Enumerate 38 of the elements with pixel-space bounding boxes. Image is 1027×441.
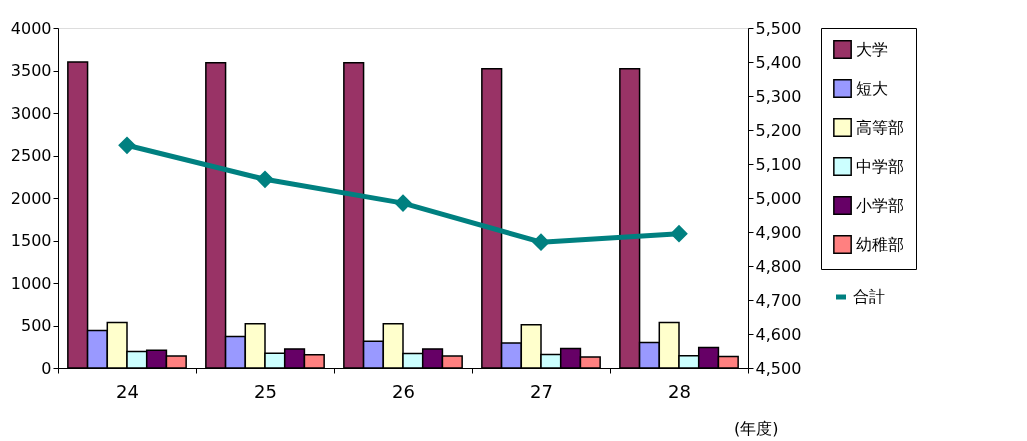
y2-tick-label: 5,100 xyxy=(755,154,802,174)
x-axis-title: (年度) xyxy=(734,418,779,438)
y2-tick-label: 5,000 xyxy=(755,188,802,208)
y2-tick-label: 4,800 xyxy=(755,256,802,276)
y-tick-label: 0 xyxy=(41,358,52,378)
y-tick-label: 2000 xyxy=(10,188,52,208)
legend-label: 小学部 xyxy=(856,195,904,215)
y-tick-label: 3500 xyxy=(10,61,52,80)
legend-label: 中学部 xyxy=(856,156,904,176)
y2-tick-label: 4,700 xyxy=(755,290,802,310)
legend-label: 幼稚部 xyxy=(856,234,904,254)
y2-tick-label: 4,900 xyxy=(755,222,802,242)
point xyxy=(256,170,274,188)
y-tick-label: 1500 xyxy=(10,231,52,250)
x-tick-label: 24 xyxy=(116,380,139,402)
y2-tick-label: 4,600 xyxy=(755,324,802,344)
y-tick-label: 1000 xyxy=(10,273,52,293)
y2-tick-label: 5,200 xyxy=(755,120,802,140)
y-tick-label: 4000 xyxy=(10,18,52,38)
y-tick-label: 500 xyxy=(20,316,52,335)
x-tick-label: 27 xyxy=(530,380,553,402)
y-tick-label: 2500 xyxy=(10,146,52,165)
y2-tick-label: 5,400 xyxy=(755,52,802,72)
y-tick-label: 3000 xyxy=(10,103,52,123)
point xyxy=(670,225,688,243)
legend-label: 短大 xyxy=(856,78,888,98)
legend-label: 高等部 xyxy=(856,117,904,137)
point xyxy=(118,136,136,154)
legend-label: 大学 xyxy=(856,39,888,59)
point xyxy=(394,194,412,212)
x-tick-label: 25 xyxy=(254,380,277,402)
point xyxy=(532,233,550,251)
x-tick-label: 28 xyxy=(668,380,691,402)
legend-label: 合計 xyxy=(853,287,885,306)
x-tick-label: 26 xyxy=(392,380,415,402)
y2-tick-label: 5,500 xyxy=(755,18,802,38)
y2-tick-label: 5,300 xyxy=(755,86,802,106)
y2-tick-label: 4,500 xyxy=(755,358,802,378)
